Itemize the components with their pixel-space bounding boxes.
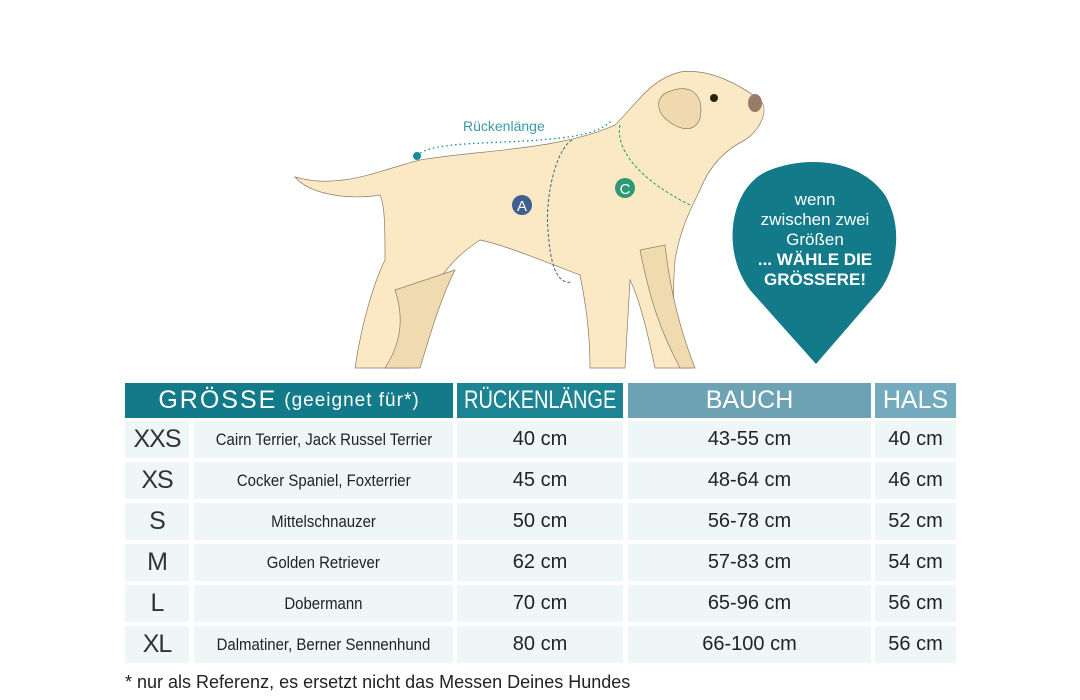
tip-bubble bbox=[732, 162, 897, 364]
marker-a bbox=[512, 195, 532, 215]
belly-value: 56-78 cm bbox=[707, 510, 792, 532]
neck-value: 56 cm bbox=[888, 633, 943, 655]
belly-value: 43-55 cm bbox=[707, 428, 792, 450]
belly-value: 48-64 cm bbox=[707, 469, 792, 491]
table-cell-neck: 54 cm bbox=[875, 544, 956, 581]
table-cell-back: 80 cm bbox=[457, 626, 623, 663]
bubble-line: wenn bbox=[794, 190, 836, 209]
breeds-value: Golden Retriever bbox=[266, 552, 381, 572]
back-length-label: Rückenlänge bbox=[463, 118, 545, 134]
footnote: * nur als Referenz, es ersetzt nicht das… bbox=[125, 672, 631, 692]
back-length-start-dot bbox=[413, 152, 421, 160]
table-cell-back: 40 cm bbox=[457, 421, 623, 458]
bubble-emphasis: GRÖSSERE! bbox=[763, 270, 867, 289]
back-value: 80 cm bbox=[512, 633, 568, 655]
bubble-line: Größen bbox=[786, 230, 844, 249]
bubble-emphasis: ... WÄHLE DIE bbox=[757, 250, 873, 269]
bubble-line: zwischen zwei bbox=[760, 210, 870, 229]
table-cell-size: L bbox=[125, 585, 189, 622]
table-cell-belly: 57-83 cm bbox=[628, 544, 871, 581]
marker-c-label: C bbox=[620, 181, 631, 198]
tip-bubble-text: wenn zwischen zwei Größen ... WÄHLE DIE … bbox=[735, 190, 895, 290]
size-value: XXS bbox=[133, 425, 181, 453]
table-cell-neck: 56 cm bbox=[875, 626, 956, 663]
marker-c bbox=[615, 178, 635, 198]
table-cell-breeds: Dalmatiner, Berner Sennenhund bbox=[194, 626, 453, 663]
size-value: S bbox=[149, 507, 166, 535]
belly-value: 66-100 cm bbox=[702, 633, 797, 655]
table-cell-belly: 48-64 cm bbox=[628, 462, 871, 499]
table-cell-belly: 43-55 cm bbox=[628, 421, 871, 458]
breeds-value: Dalmatiner, Berner Sennenhund bbox=[216, 634, 431, 654]
header-size-note: (geeignet für*) bbox=[284, 389, 420, 411]
back-value: 70 cm bbox=[512, 592, 568, 614]
header-neck: HALS bbox=[875, 383, 956, 418]
table-cell-neck: 52 cm bbox=[875, 503, 956, 540]
header-back-label: RÜCKENLÄNGE bbox=[463, 386, 617, 414]
table-cell-neck: 56 cm bbox=[875, 585, 956, 622]
breeds-value: Cairn Terrier, Jack Russel Terrier bbox=[215, 429, 432, 449]
eye-icon bbox=[710, 94, 718, 102]
breeds-value: Mittelschnauzer bbox=[271, 511, 376, 531]
table-cell-size: S bbox=[125, 503, 189, 540]
neck-value: 52 cm bbox=[888, 510, 943, 532]
size-value: XS bbox=[141, 466, 173, 494]
back-value: 62 cm bbox=[512, 551, 568, 573]
breeds-value: Cocker Spaniel, Foxterrier bbox=[236, 470, 411, 490]
neck-value: 54 cm bbox=[888, 551, 943, 573]
size-value: M bbox=[147, 548, 168, 576]
neck-value: 46 cm bbox=[888, 469, 943, 491]
neck-measure-line bbox=[618, 124, 691, 206]
header-belly: BAUCH bbox=[628, 383, 871, 418]
table-cell-belly: 56-78 cm bbox=[628, 503, 871, 540]
table-cell-back: 50 cm bbox=[457, 503, 623, 540]
dog-silhouette bbox=[293, 71, 765, 369]
belly-value: 57-83 cm bbox=[707, 551, 792, 573]
table-cell-breeds: Mittelschnauzer bbox=[194, 503, 453, 540]
neck-value: 40 cm bbox=[888, 428, 943, 450]
nose-icon bbox=[748, 94, 762, 112]
table-cell-size: XXS bbox=[125, 421, 189, 458]
back-value: 50 cm bbox=[512, 510, 568, 532]
table-cell-belly: 65-96 cm bbox=[628, 585, 871, 622]
table-cell-breeds: Dobermann bbox=[194, 585, 453, 622]
marker-a-label: A bbox=[517, 198, 527, 215]
size-value: L bbox=[150, 589, 165, 617]
neck-value: 56 cm bbox=[888, 592, 943, 614]
table-cell-size: XS bbox=[125, 462, 189, 499]
header-back-length: RÜCKENLÄNGE bbox=[457, 383, 623, 418]
table-cell-neck: 46 cm bbox=[875, 462, 956, 499]
header-size-label: GRÖSSE bbox=[158, 386, 278, 414]
table-cell-back: 62 cm bbox=[457, 544, 623, 581]
header-neck-label: HALS bbox=[882, 386, 949, 414]
table-cell-breeds: Cocker Spaniel, Foxterrier bbox=[194, 462, 453, 499]
back-value: 40 cm bbox=[512, 428, 568, 450]
back-value: 45 cm bbox=[512, 469, 568, 491]
table-cell-breeds: Golden Retriever bbox=[194, 544, 453, 581]
header-size: GRÖSSE (geeignet für*) bbox=[125, 383, 453, 418]
table-cell-back: 70 cm bbox=[457, 585, 623, 622]
table-cell-back: 45 cm bbox=[457, 462, 623, 499]
table-cell-size: M bbox=[125, 544, 189, 581]
size-value: XL bbox=[142, 630, 173, 658]
table-cell-breeds: Cairn Terrier, Jack Russel Terrier bbox=[194, 421, 453, 458]
table-cell-neck: 40 cm bbox=[875, 421, 956, 458]
table-cell-belly: 66-100 cm bbox=[628, 626, 871, 663]
table-cell-size: XL bbox=[125, 626, 189, 663]
header-belly-label: BAUCH bbox=[705, 386, 794, 414]
belly-measure-line bbox=[546, 139, 573, 283]
belly-value: 65-96 cm bbox=[707, 592, 792, 614]
dog-illustration: Rückenlänge A C bbox=[293, 71, 897, 369]
breeds-value: Dobermann bbox=[284, 593, 363, 613]
